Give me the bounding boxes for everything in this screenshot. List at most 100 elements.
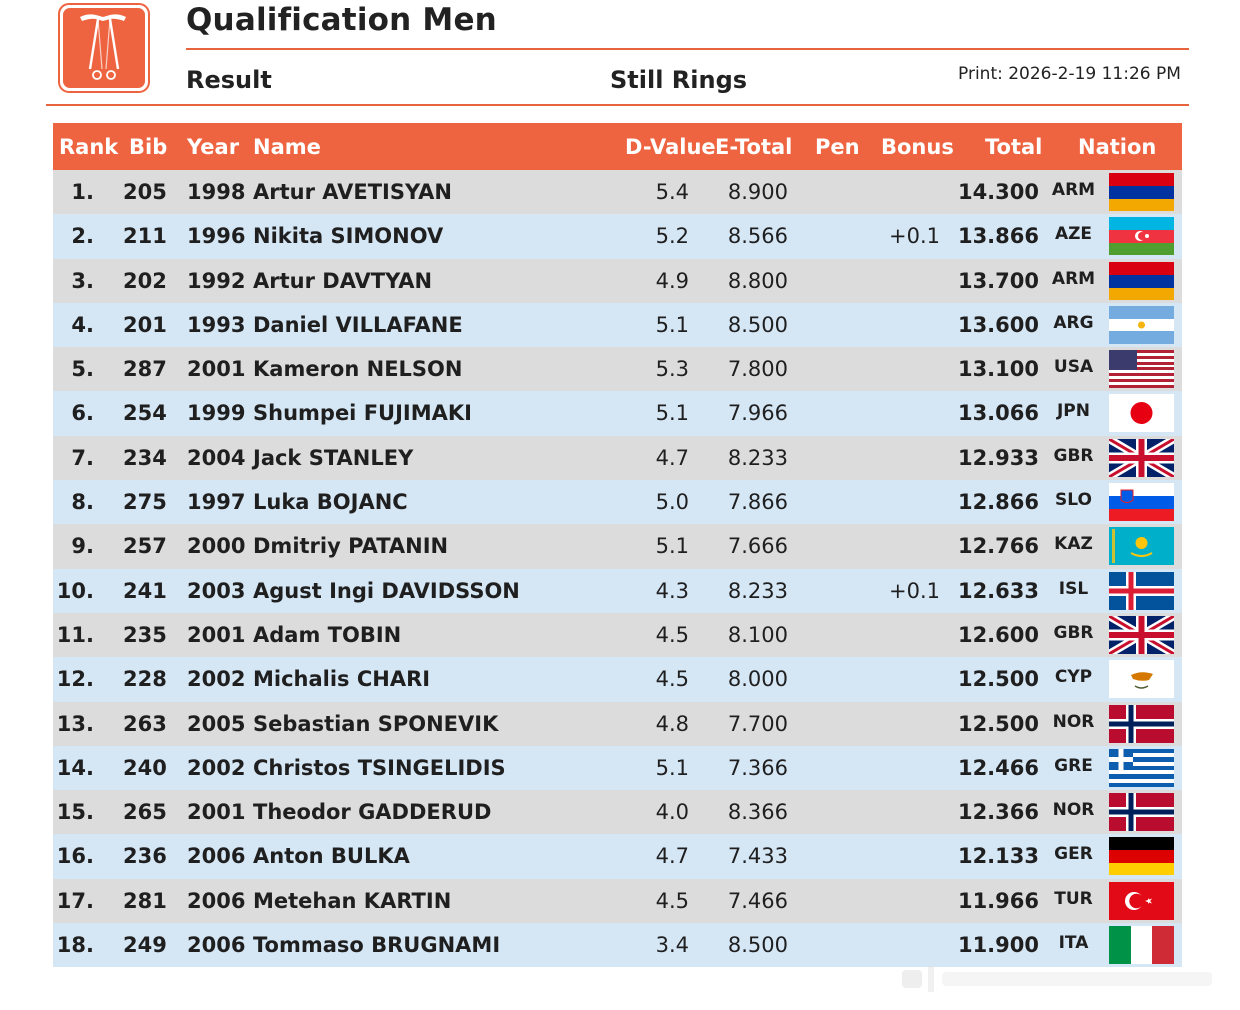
- e-total-cell: 8.800: [727, 268, 788, 293]
- total-cell: 12.500: [957, 711, 1039, 736]
- table-row: 5. 287 2001 Kameron NELSON 5.3 7.800 13.100 USA: [53, 347, 1182, 392]
- bib-cell: 211: [123, 224, 167, 249]
- d-value-cell: 4.8: [655, 711, 689, 736]
- page-title: Qualification Men: [186, 2, 497, 38]
- year-cell: 2006: [187, 844, 246, 869]
- nation-cell: SLO: [1055, 490, 1092, 511]
- year-cell: 2000: [187, 534, 246, 559]
- table-row: 15. 265 2001 Theodor GADDERUD 4.0 8.366 12.366…: [53, 790, 1182, 835]
- rank-cell: 17.: [56, 888, 94, 913]
- name-cell: Theodor GADDERUD: [253, 800, 492, 825]
- table-row: 16. 236 2006 Anton BULKA 4.7 7.433 12.133 GER: [53, 834, 1182, 879]
- nation-cell: GER: [1054, 844, 1093, 865]
- d-value-cell: 4.7: [655, 445, 689, 470]
- result-label: Result: [186, 66, 272, 94]
- total-cell: 12.500: [957, 667, 1039, 692]
- nation-cell: ITA: [1058, 933, 1089, 954]
- d-value-cell: 5.1: [655, 401, 689, 426]
- name-cell: Shumpei FUJIMAKI: [253, 401, 472, 426]
- column-header-pen: Pen: [815, 135, 860, 159]
- d-value-cell: 5.1: [655, 534, 689, 559]
- flag-kaz-icon: [1109, 527, 1174, 566]
- bib-cell: 275: [123, 490, 167, 515]
- year-cell: 2002: [187, 667, 246, 692]
- bib-cell: 265: [123, 800, 167, 825]
- flag-gbr-icon: [1109, 438, 1174, 477]
- name-cell: Daniel VILLAFANE: [253, 312, 463, 337]
- d-value-cell: 4.5: [655, 888, 689, 913]
- table-row: 12. 228 2002 Michalis CHARI 4.5 8.000 12.500 CY…: [53, 657, 1182, 702]
- name-cell: Kameron NELSON: [253, 357, 463, 382]
- name-cell: Artur DAVTYAN: [253, 268, 433, 293]
- table-body: 1. 205 1998 Artur AVETISYAN 5.4 8.900 14.300 AR…: [53, 170, 1182, 968]
- rank-cell: 16.: [56, 844, 94, 869]
- table-row: 8. 275 1997 Luka BOJANC 5.0 7.866 12.866 SLO: [53, 480, 1182, 525]
- nation-cell: TUR: [1054, 888, 1093, 909]
- rank-cell: 6.: [71, 401, 94, 426]
- rank-cell: 18.: [56, 933, 94, 958]
- bib-cell: 287: [123, 357, 167, 382]
- d-value-cell: 5.0: [655, 490, 689, 515]
- d-value-cell: 5.2: [655, 224, 689, 249]
- d-value-cell: 4.9: [655, 268, 689, 293]
- print-timestamp: Print: 2026-2-19 11:26 PM: [958, 64, 1181, 84]
- nation-cell: JPN: [1056, 401, 1090, 422]
- year-cell: 1997: [187, 490, 246, 515]
- total-cell: 13.100: [957, 357, 1039, 382]
- year-cell: 1998: [187, 180, 246, 204]
- nation-cell: ARM: [1051, 268, 1096, 289]
- nation-cell: USA: [1053, 357, 1094, 378]
- flag-arm-icon: [1109, 261, 1174, 300]
- total-cell: 11.900: [957, 933, 1039, 958]
- year-cell: 2001: [187, 800, 246, 825]
- name-cell: Nikita SIMONOV: [253, 224, 444, 249]
- year-cell: 2002: [187, 755, 246, 780]
- column-header-e-total: E-Total: [715, 135, 793, 159]
- rank-cell: 1.: [71, 180, 94, 204]
- year-cell: 1992: [187, 268, 246, 293]
- total-cell: 12.866: [957, 490, 1039, 515]
- e-total-cell: 7.466: [727, 888, 788, 913]
- nation-cell: ISL: [1058, 578, 1089, 599]
- e-total-cell: 8.000: [727, 667, 788, 692]
- total-cell: 12.766: [957, 534, 1039, 559]
- total-cell: 12.600: [957, 622, 1039, 647]
- table-row: 4. 201 1993 Daniel VILLAFANE 5.1 8.500 13.600 A…: [53, 302, 1182, 348]
- watermark: [898, 962, 1228, 996]
- rank-cell: 11.: [56, 622, 94, 647]
- e-total-cell: 7.666: [727, 534, 788, 559]
- nation-cell: NOR: [1052, 800, 1095, 821]
- flag-jpn-icon: [1109, 394, 1174, 433]
- e-total-cell: 7.433: [727, 844, 788, 869]
- rank-cell: 9.: [71, 534, 94, 559]
- bib-cell: 263: [123, 711, 167, 736]
- nation-cell: GBR: [1053, 622, 1094, 643]
- flag-gre-icon: [1109, 748, 1174, 787]
- header-divider: [186, 48, 1189, 50]
- e-total-cell: 7.966: [727, 401, 788, 426]
- rank-cell: 13.: [56, 711, 94, 736]
- flag-aze-icon: [1109, 217, 1174, 256]
- bib-cell: 234: [123, 445, 167, 470]
- flag-usa-icon: [1109, 350, 1174, 389]
- nation-cell: AZE: [1054, 224, 1093, 245]
- flag-nor-icon: [1109, 704, 1174, 743]
- year-cell: 2005: [187, 711, 246, 736]
- flag-cyp-icon: [1109, 660, 1174, 699]
- table-row: 11. 235 2001 Adam TOBIN 4.5 8.100 12.600 GBR: [53, 612, 1182, 658]
- table-row: 7. 234 2004 Jack STANLEY 4.7 8.233 12.933 GBR: [53, 435, 1182, 481]
- e-total-cell: 8.500: [727, 933, 788, 958]
- year-cell: 2006: [187, 888, 246, 913]
- table-row: 2. 211 1996 Nikita SIMONOV 5.2 8.566 +0.1 13.86…: [53, 214, 1182, 259]
- e-total-cell: 8.100: [727, 622, 788, 647]
- total-cell: 13.066: [957, 401, 1039, 426]
- year-cell: 1996: [187, 224, 246, 249]
- d-value-cell: 4.7: [655, 844, 689, 869]
- column-header-bib: Bib: [129, 135, 168, 159]
- e-total-cell: 7.800: [727, 357, 788, 382]
- column-header-year: Year: [187, 135, 240, 159]
- e-total-cell: 7.700: [727, 711, 788, 736]
- name-cell: Luka BOJANC: [253, 490, 408, 515]
- e-total-cell: 7.366: [727, 755, 788, 780]
- bib-cell: 228: [123, 667, 167, 692]
